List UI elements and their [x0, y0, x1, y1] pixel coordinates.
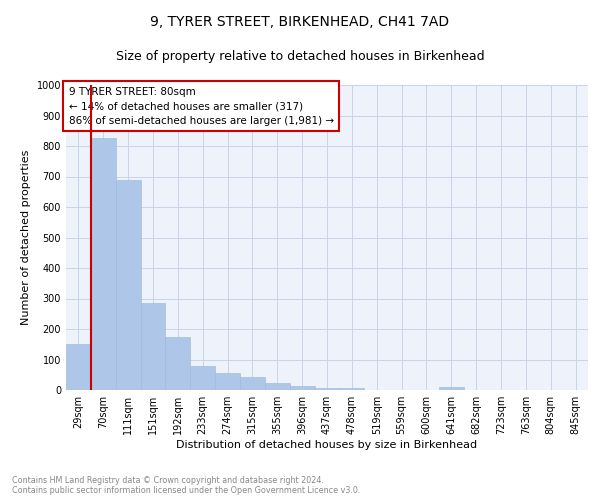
Bar	[190, 366, 215, 390]
Bar	[265, 384, 290, 390]
Bar	[166, 336, 190, 390]
Y-axis label: Number of detached properties: Number of detached properties	[21, 150, 31, 325]
Bar	[91, 138, 116, 390]
Text: Contains HM Land Registry data © Crown copyright and database right 2024.
Contai: Contains HM Land Registry data © Crown c…	[12, 476, 361, 495]
Text: Size of property relative to detached houses in Birkenhead: Size of property relative to detached ho…	[116, 50, 484, 63]
Bar	[140, 303, 166, 390]
Bar	[314, 388, 340, 390]
Bar	[439, 387, 464, 390]
X-axis label: Distribution of detached houses by size in Birkenhead: Distribution of detached houses by size …	[176, 440, 478, 450]
Bar	[66, 344, 91, 390]
Text: 9 TYRER STREET: 80sqm
← 14% of detached houses are smaller (317)
86% of semi-det: 9 TYRER STREET: 80sqm ← 14% of detached …	[68, 86, 334, 126]
Bar	[215, 373, 240, 390]
Bar	[116, 180, 140, 390]
Bar	[290, 386, 314, 390]
Text: 9, TYRER STREET, BIRKENHEAD, CH41 7AD: 9, TYRER STREET, BIRKENHEAD, CH41 7AD	[151, 15, 449, 29]
Bar	[240, 377, 265, 390]
Bar	[340, 388, 364, 390]
